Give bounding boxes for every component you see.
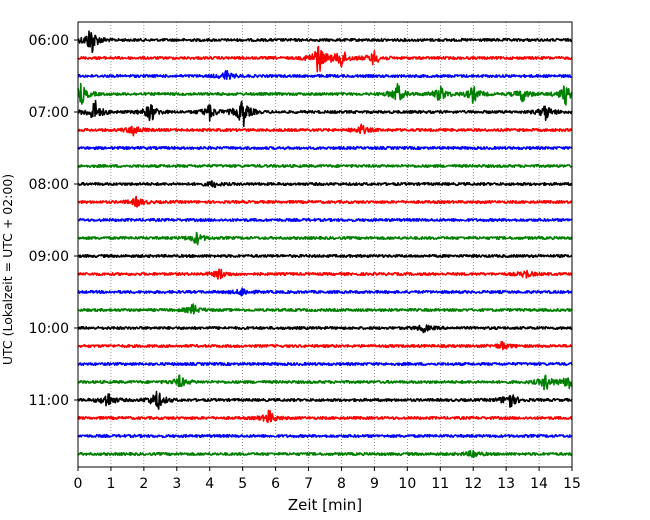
x-tick-label: 12 <box>464 476 482 492</box>
x-tick-label: 6 <box>271 476 280 492</box>
y-tick-label: 11:00 <box>29 393 69 409</box>
x-tick-label: 15 <box>563 476 581 492</box>
y-tick-label: 06:00 <box>29 33 69 49</box>
plot-frame <box>77 21 573 468</box>
seismic-trace-1145 <box>77 449 573 459</box>
seismic-trace-0715 <box>77 123 573 137</box>
y-tick-label: 09:00 <box>29 249 69 265</box>
x-tick-label: 11 <box>431 476 449 492</box>
seismic-trace-0815 <box>77 195 573 208</box>
y-tick-label: 08:00 <box>29 177 69 193</box>
seismic-trace-0630 <box>77 70 573 80</box>
x-tick-label: 4 <box>205 476 214 492</box>
x-tick-label: 13 <box>497 476 515 492</box>
x-tick-label: 8 <box>337 476 346 492</box>
seismic-trace-1130 <box>77 433 573 439</box>
seismic-trace-0930 <box>77 287 573 297</box>
seismic-trace-0800 <box>77 180 573 189</box>
x-tick-label: 2 <box>139 476 148 492</box>
y-axis-label: UTC (Lokalzeit = UTC + 02:00) <box>0 174 15 365</box>
seismic-trace-0945 <box>77 303 573 315</box>
vertical-gridlines <box>110 22 540 467</box>
seismic-trace-0915 <box>77 268 573 280</box>
x-tick-label: 9 <box>370 476 379 492</box>
x-tick-label: 7 <box>304 476 313 492</box>
y-tick-label: 10:00 <box>29 321 69 337</box>
x-tick-label: 0 <box>74 476 83 492</box>
seismic-trace-0845 <box>77 231 573 246</box>
seismic-trace-1015 <box>77 340 573 351</box>
seismic-trace-0830 <box>77 217 573 223</box>
seismic-trace-1045 <box>77 374 573 391</box>
seismic-trace-1115 <box>77 409 573 424</box>
x-tick-label: 5 <box>238 476 247 492</box>
seismic-trace-0645 <box>77 82 573 106</box>
seismic-trace-0600 <box>77 30 573 54</box>
seismic-trace-0700 <box>77 99 573 128</box>
seismic-trace-0615 <box>77 45 573 73</box>
seismic-trace-1100 <box>77 390 573 410</box>
x-tick-label: 10 <box>398 476 416 492</box>
x-axis-label: Zeit [min] <box>288 496 362 514</box>
seismic-traces <box>77 30 573 459</box>
seismic-trace-0900 <box>77 253 573 259</box>
y-axis-ticks: 06:00 07:00 08:00 09:00 10:00 11:00 <box>29 33 78 409</box>
seismic-trace-1000 <box>77 324 573 334</box>
x-tick-label: 3 <box>172 476 181 492</box>
seismic-trace-0745 <box>77 163 573 169</box>
x-tick-label: 1 <box>106 476 115 492</box>
seismic-trace-0730 <box>77 145 573 151</box>
x-tick-label: 14 <box>530 476 548 492</box>
x-axis-ticks: 0 1 2 3 4 5 6 7 8 9 10 11 12 13 14 15 <box>74 467 581 492</box>
y-tick-label: 07:00 <box>29 105 69 121</box>
seismic-trace-1030 <box>77 361 573 367</box>
